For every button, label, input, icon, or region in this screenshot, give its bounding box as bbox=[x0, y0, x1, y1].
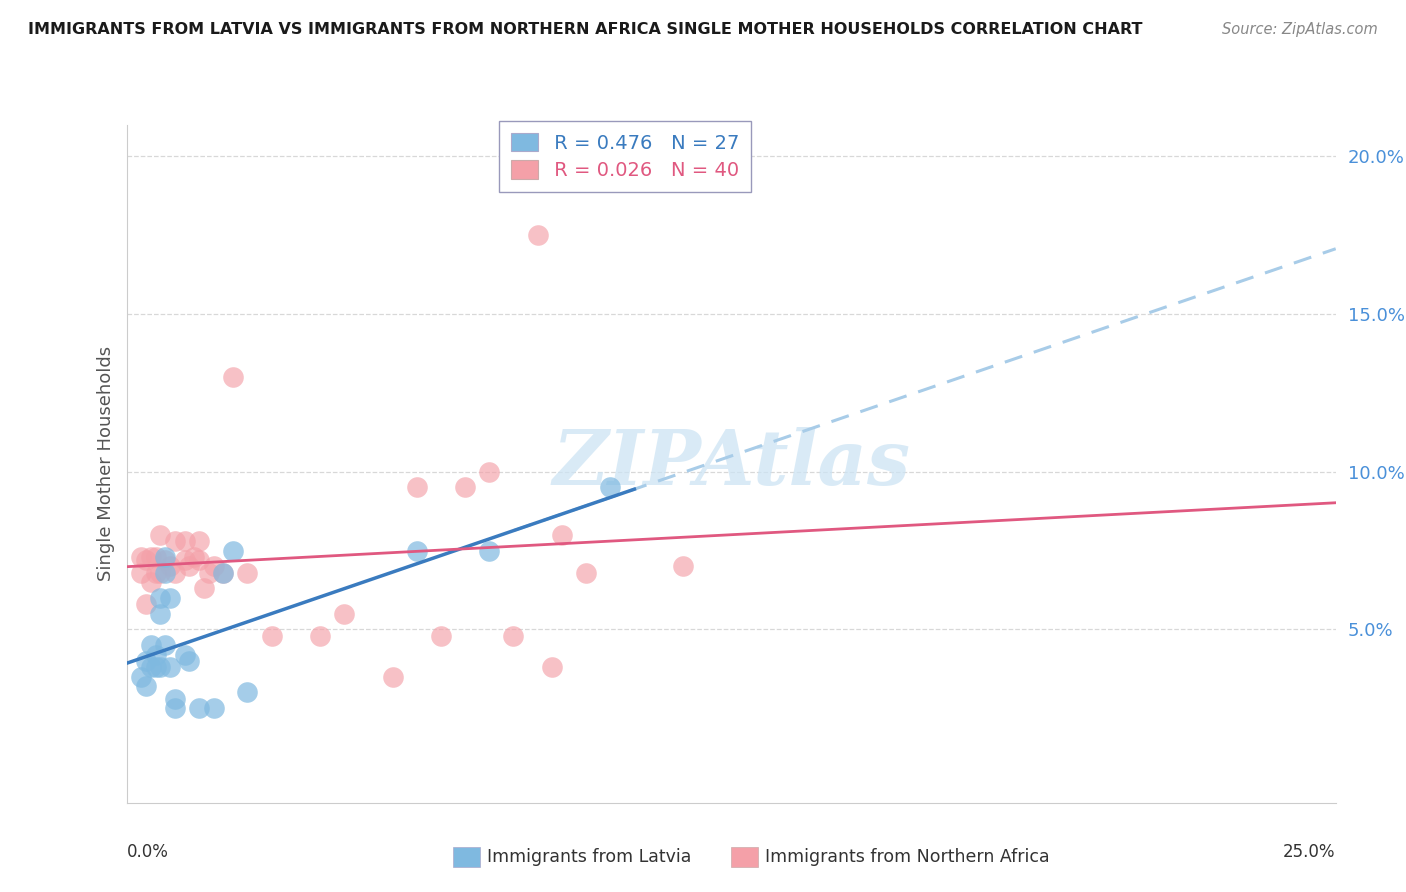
Text: IMMIGRANTS FROM LATVIA VS IMMIGRANTS FROM NORTHERN AFRICA SINGLE MOTHER HOUSEHOL: IMMIGRANTS FROM LATVIA VS IMMIGRANTS FRO… bbox=[28, 22, 1143, 37]
Point bbox=[139, 575, 162, 590]
Point bbox=[381, 670, 404, 684]
Point bbox=[405, 543, 427, 558]
Point bbox=[149, 591, 172, 605]
Bar bbox=[453, 847, 479, 867]
Point bbox=[222, 370, 245, 384]
Point bbox=[155, 566, 177, 580]
Y-axis label: Single Mother Households: Single Mother Households bbox=[97, 346, 115, 582]
Point bbox=[129, 566, 152, 580]
Point bbox=[179, 654, 201, 668]
Legend:  R = 0.476   N = 27,  R = 0.026   N = 40: R = 0.476 N = 27, R = 0.026 N = 40 bbox=[499, 121, 751, 192]
Point bbox=[183, 549, 205, 564]
Point bbox=[163, 691, 186, 706]
Point bbox=[135, 654, 157, 668]
Bar bbox=[731, 847, 758, 867]
Text: 25.0%: 25.0% bbox=[1284, 844, 1336, 862]
Point bbox=[139, 660, 162, 674]
Point bbox=[541, 660, 564, 674]
Point bbox=[212, 566, 235, 580]
Point bbox=[478, 465, 501, 479]
Point bbox=[672, 559, 695, 574]
Point bbox=[478, 543, 501, 558]
Point bbox=[309, 629, 332, 643]
Point bbox=[222, 543, 245, 558]
Point bbox=[526, 228, 548, 243]
Point bbox=[159, 660, 181, 674]
Point bbox=[163, 534, 186, 549]
Point bbox=[145, 566, 167, 580]
Point bbox=[197, 566, 219, 580]
Text: ZIPAtlas: ZIPAtlas bbox=[553, 427, 910, 500]
Point bbox=[139, 549, 162, 564]
Point bbox=[155, 553, 177, 567]
Point bbox=[155, 638, 177, 652]
Point bbox=[149, 660, 172, 674]
Point bbox=[188, 534, 211, 549]
Point bbox=[149, 566, 172, 580]
Point bbox=[139, 638, 162, 652]
Point bbox=[502, 629, 524, 643]
Point bbox=[155, 549, 177, 564]
Point bbox=[202, 559, 225, 574]
Point bbox=[193, 582, 215, 596]
Point bbox=[135, 679, 157, 693]
Point bbox=[599, 481, 621, 495]
Point bbox=[145, 549, 167, 564]
Point bbox=[129, 670, 152, 684]
Point bbox=[179, 559, 201, 574]
Point bbox=[145, 660, 167, 674]
Point bbox=[173, 648, 195, 662]
Point bbox=[149, 607, 172, 621]
Point bbox=[551, 528, 574, 542]
Point bbox=[236, 685, 259, 699]
Point bbox=[163, 566, 186, 580]
Point bbox=[333, 607, 356, 621]
Point bbox=[159, 559, 181, 574]
Point bbox=[135, 553, 157, 567]
Text: Immigrants from Northern Africa: Immigrants from Northern Africa bbox=[765, 848, 1050, 866]
Point bbox=[173, 553, 195, 567]
Point bbox=[145, 648, 167, 662]
Point bbox=[163, 701, 186, 715]
Point bbox=[430, 629, 453, 643]
Point bbox=[159, 591, 181, 605]
Point bbox=[575, 566, 598, 580]
Point bbox=[129, 549, 152, 564]
Text: Immigrants from Latvia: Immigrants from Latvia bbox=[486, 848, 692, 866]
Point bbox=[149, 528, 172, 542]
Point bbox=[405, 481, 427, 495]
Point bbox=[260, 629, 283, 643]
Point bbox=[188, 553, 211, 567]
Point bbox=[188, 701, 211, 715]
Point bbox=[212, 566, 235, 580]
Point bbox=[173, 534, 195, 549]
Point bbox=[202, 701, 225, 715]
Point bbox=[135, 597, 157, 611]
Point bbox=[454, 481, 477, 495]
Point bbox=[236, 566, 259, 580]
Text: Source: ZipAtlas.com: Source: ZipAtlas.com bbox=[1222, 22, 1378, 37]
Text: 0.0%: 0.0% bbox=[127, 844, 169, 862]
